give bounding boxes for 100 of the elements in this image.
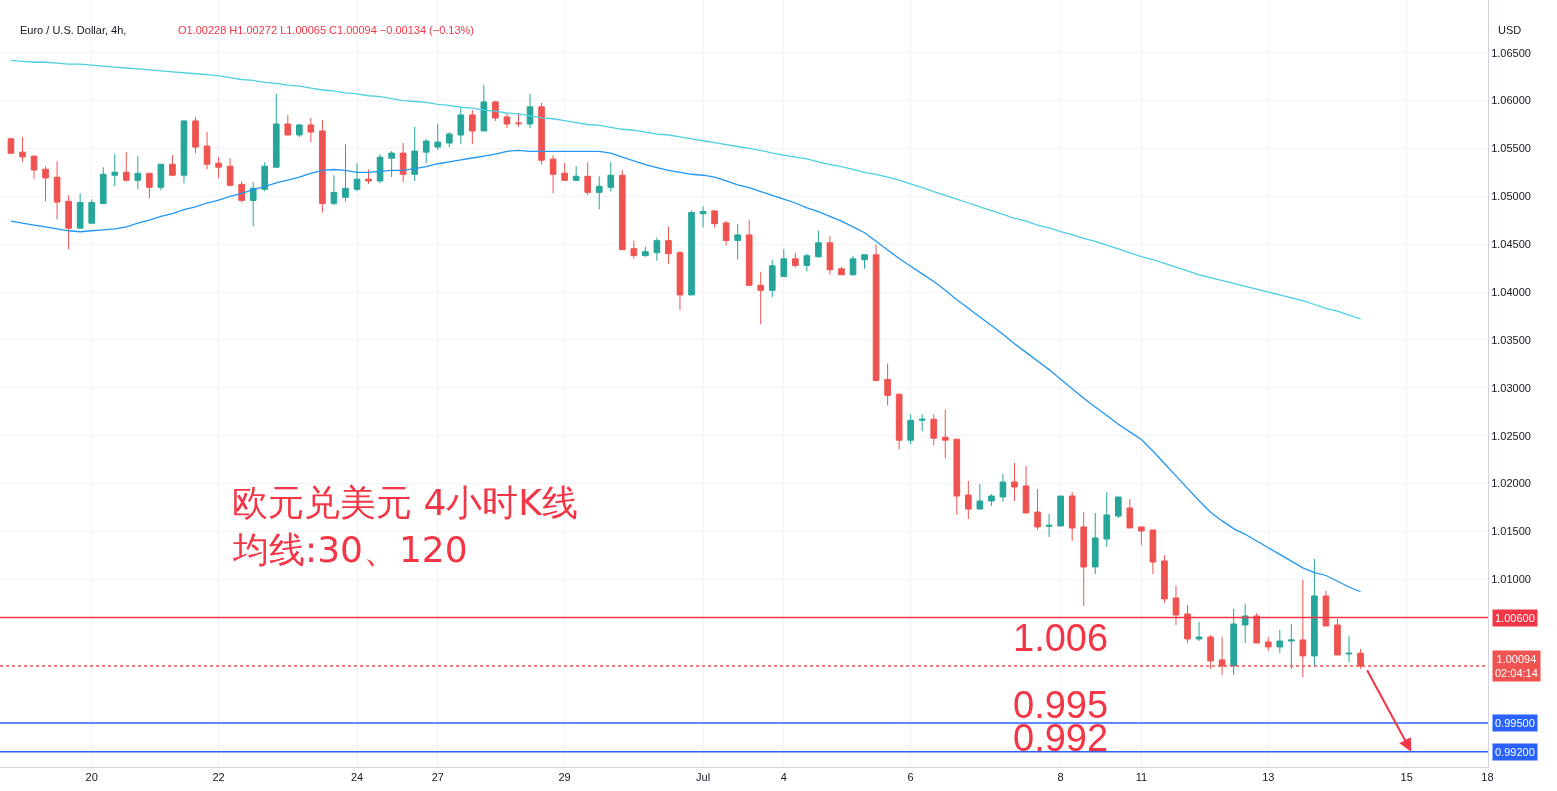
- ref-line-label: 0.99500: [1495, 717, 1535, 729]
- candlestick: [146, 172, 153, 199]
- candlestick: [907, 413, 915, 445]
- candlestick: [561, 162, 568, 181]
- candlestick: [607, 161, 615, 192]
- annotation: 欧元兑美元 4小时K线: [232, 482, 578, 523]
- y-tick-label: 1.02000: [1491, 477, 1531, 490]
- candlestick: [1126, 498, 1134, 529]
- candlestick: [849, 255, 857, 277]
- candlestick: [30, 154, 38, 180]
- y-tick-label: 1.01500: [1491, 525, 1531, 538]
- candlestick: [42, 165, 49, 202]
- text: Euro / U.S. Dollar, 4h,: [20, 24, 127, 36]
- y-tick-label: 1.02500: [1491, 429, 1531, 442]
- candlestick: [653, 237, 661, 262]
- y-tick-label: 1.03000: [1491, 381, 1531, 394]
- candlestick: [365, 169, 372, 185]
- x-tick-label: 24: [350, 771, 364, 784]
- candlestick: [411, 126, 419, 182]
- candlestick: [941, 408, 949, 459]
- annotation: 0.992: [1013, 717, 1109, 759]
- candlestick: [780, 248, 788, 277]
- candlestick: [965, 480, 972, 520]
- candlestick: [7, 137, 15, 154]
- candlestick: [953, 438, 961, 516]
- candlestick: [215, 156, 222, 179]
- annotation: 均线:30、120: [232, 529, 468, 570]
- candlestick: [1057, 495, 1064, 527]
- candlestick: [319, 119, 326, 213]
- y-tick-label: 1.04500: [1491, 238, 1531, 251]
- candlestick: [838, 266, 845, 276]
- x-tick-label: 13: [1262, 771, 1275, 784]
- candlestick: [1288, 623, 1295, 670]
- candlestick: [722, 220, 730, 247]
- candlestick: [480, 84, 488, 132]
- candlestick: [630, 240, 638, 260]
- candlestick: [1172, 585, 1180, 626]
- candlestick: [434, 123, 442, 151]
- candlestick: [1264, 636, 1272, 652]
- candlestick: [469, 109, 476, 145]
- candlestick: [492, 100, 499, 122]
- candlestick: [792, 252, 799, 268]
- candlestick: [53, 160, 61, 220]
- candlestick: [895, 392, 903, 450]
- candlestick: [538, 102, 545, 165]
- x-tick-label: 29: [558, 771, 571, 784]
- candlestick: [99, 166, 107, 205]
- y-tick-label: 1.03500: [1491, 333, 1531, 346]
- candlestick: [1011, 462, 1018, 502]
- candlestick: [1034, 488, 1041, 531]
- candlestick: [1045, 513, 1053, 538]
- candlestick: [584, 161, 592, 196]
- candlestick: [296, 123, 303, 138]
- candlestick: [549, 154, 557, 194]
- candlestick: [445, 131, 453, 148]
- candlestick: [803, 253, 811, 272]
- y-tick-label: 1.06500: [1491, 46, 1531, 59]
- candlestick: [699, 205, 707, 229]
- candlestick: [76, 192, 84, 229]
- line-series: [10, 59, 1362, 320]
- candlestick: [1311, 558, 1318, 668]
- candlestick: [1322, 590, 1330, 627]
- y-tick-label: 1.05000: [1491, 190, 1531, 203]
- y-tick-label: 1.05500: [1491, 142, 1531, 155]
- candlestick: [226, 157, 234, 187]
- candlestick: [1276, 629, 1284, 654]
- candlestick: [157, 163, 165, 191]
- candlestick: [203, 131, 211, 170]
- candlestick: [1091, 512, 1099, 575]
- candlestick: [1195, 621, 1203, 642]
- candlestick: [134, 155, 142, 190]
- candlestick: [111, 153, 119, 187]
- y-tick-label: 1.04000: [1491, 285, 1531, 298]
- candlestick: [180, 119, 188, 184]
- candlestick: [388, 150, 395, 178]
- candlestick: [988, 493, 995, 507]
- candlestick: [503, 112, 511, 129]
- candlestick: [618, 169, 626, 251]
- candlestick: [457, 107, 465, 145]
- candlestick: [330, 174, 338, 206]
- x-tick-label: 8: [1057, 771, 1064, 784]
- candlestick: [918, 413, 926, 432]
- candlestick: [1184, 604, 1191, 644]
- candlestick: [19, 136, 26, 163]
- candlestick: [884, 362, 891, 406]
- ref-line-label: 1.00600: [1495, 612, 1535, 624]
- ref-line-label: 1.00094 02:04:14: [1495, 653, 1538, 680]
- ref-line-label: 0.99200: [1495, 746, 1535, 758]
- candlestick: [307, 117, 315, 143]
- candlestick: [930, 413, 938, 446]
- x-tick-label: 11: [1135, 771, 1148, 784]
- x-tick-label: 4: [780, 771, 787, 784]
- candlestick: [734, 223, 741, 260]
- candlestick: [768, 259, 776, 298]
- candlestick: [169, 154, 176, 177]
- candlestick: [122, 151, 130, 182]
- line-series: [10, 149, 1362, 593]
- candlestick: [1161, 554, 1168, 604]
- candlestick: [642, 246, 649, 257]
- y-tick-label: 1.06000: [1491, 94, 1531, 107]
